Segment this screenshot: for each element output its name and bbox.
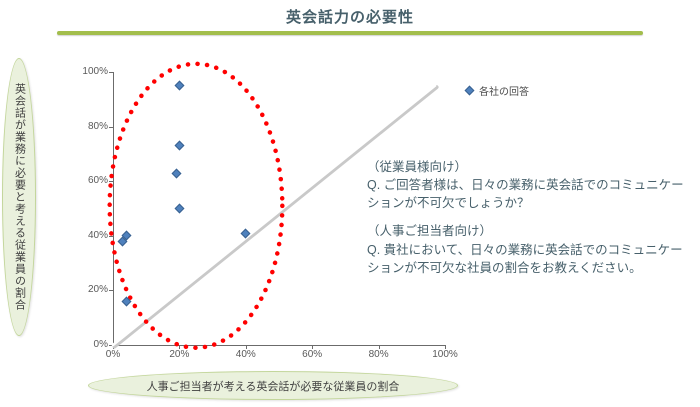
y-tick-mark: [109, 126, 113, 128]
x-tick-mark: [245, 345, 247, 349]
qa-question-employees: Q. ご回答者様は、日々の業務に英会話でのコミュニケーションが不可欠でしょうか？: [367, 178, 684, 211]
y-tick-label: 80%: [87, 120, 108, 132]
x-tick-mark: [113, 345, 114, 349]
y-tick-mark: [109, 181, 113, 183]
y-tick-mark: [109, 290, 113, 292]
chart-legend: 各社の回答: [464, 83, 529, 98]
legend-label: 各社の回答: [479, 87, 529, 98]
x-tick-label: 40%: [235, 349, 256, 360]
y-tick-label: 100%: [82, 66, 108, 77]
y-tick-label: 0%: [93, 339, 108, 350]
x-tick-mark: [179, 345, 181, 349]
qa-audience-employees: （従業員様向け）: [367, 160, 468, 174]
x-tick-mark: [445, 345, 446, 349]
x-tick-mark: [312, 345, 314, 349]
y-axis-label: 英会話が業務に必要と考える従業員の割合: [13, 83, 26, 311]
x-tick-label: 20%: [169, 349, 190, 360]
y-tick-mark: [109, 72, 113, 73]
qa-audience-hr: （人事ご担当者向け）: [367, 224, 493, 239]
legend-diamond-icon: [464, 85, 475, 96]
x-tick-label: 100%: [432, 349, 458, 360]
x-axis-label: 人事ご担当者が考える英会話が必要な従業員の割合: [146, 380, 400, 393]
accent-underline: [57, 31, 643, 35]
qa-text-block: （従業員様向け） Q. ご回答者様は、日々の業務に英会話でのコミュニケーションが…: [367, 158, 693, 277]
y-tick-label: 20%: [87, 284, 108, 296]
x-tick-label: 0%: [105, 349, 121, 360]
qa-question-hr: Q. 貴社において、日々の業務に英会話でのコミュニケーションが不可欠な社員の割合…: [367, 242, 683, 275]
slide-title: 英会話力の必要性: [285, 9, 414, 26]
y-axis-label-oval: 英会話が業務に必要と考える従業員の割合: [2, 58, 36, 336]
x-tick-label: 80%: [368, 349, 389, 360]
y-tick-mark: [109, 235, 113, 237]
x-tick-mark: [378, 345, 380, 349]
x-axis-label-oval: 人事ご担当者が考える英会話が必要な従業員の割合: [88, 371, 458, 400]
y-tick-label: 60%: [87, 175, 108, 187]
y-tick-label: 40%: [87, 229, 108, 241]
x-tick-label: 60%: [302, 349, 323, 360]
